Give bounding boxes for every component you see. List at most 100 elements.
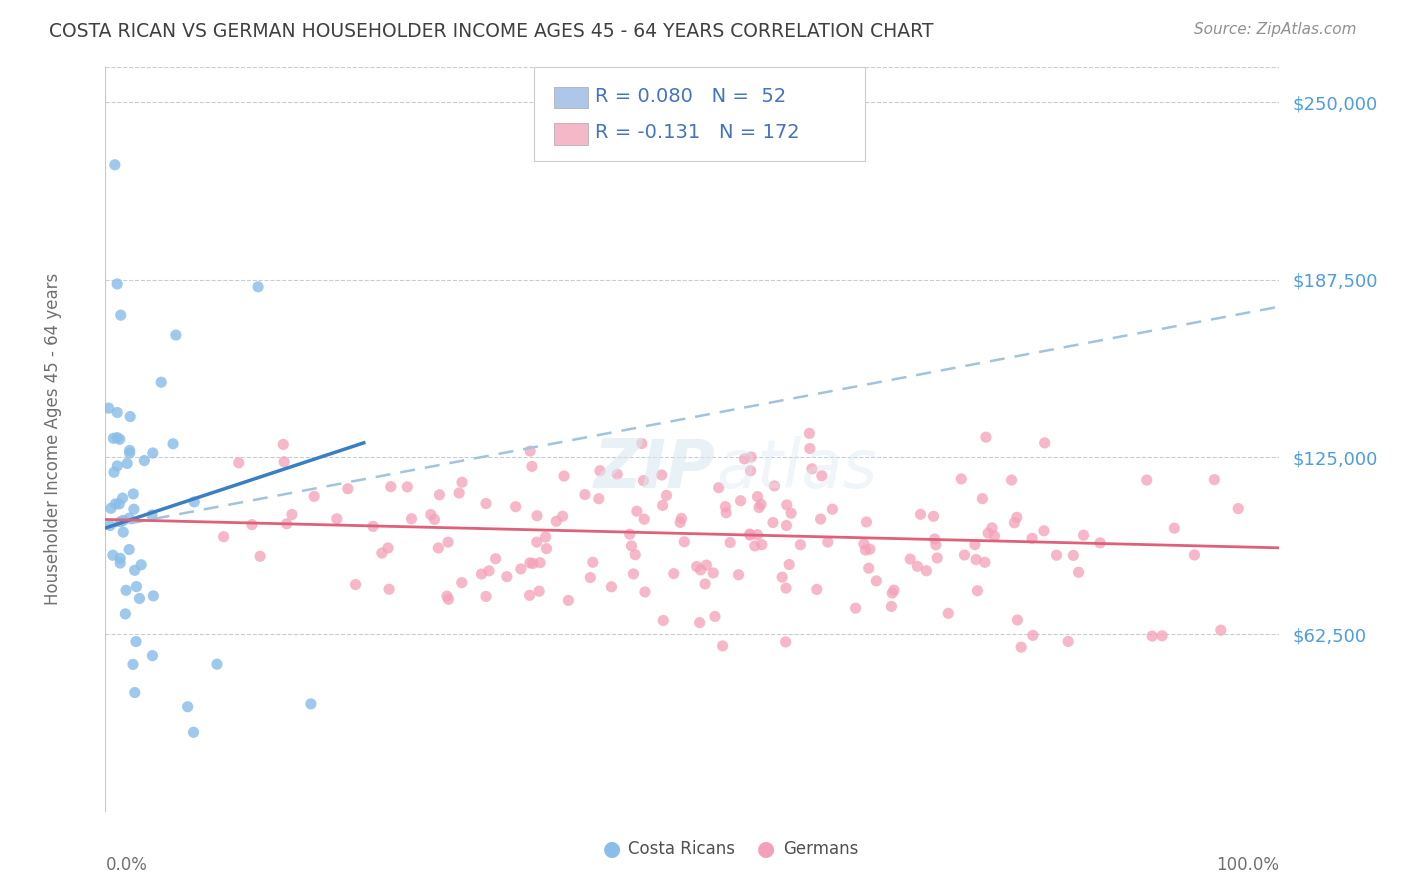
Point bbox=[689, 563, 711, 577]
Point bbox=[519, 444, 541, 458]
Text: R = 0.080   N =  52: R = 0.080 N = 52 bbox=[595, 87, 786, 106]
Point bbox=[122, 657, 145, 672]
Point bbox=[437, 592, 460, 607]
Point bbox=[112, 513, 135, 527]
Point bbox=[671, 511, 693, 525]
Point bbox=[693, 577, 716, 591]
Point bbox=[1002, 516, 1025, 530]
Point bbox=[1010, 640, 1032, 655]
Point bbox=[858, 561, 880, 575]
Point bbox=[651, 467, 673, 482]
Point bbox=[633, 512, 655, 526]
Point bbox=[588, 491, 610, 506]
Point bbox=[276, 516, 298, 531]
Point bbox=[112, 525, 135, 540]
Point bbox=[505, 500, 527, 514]
Point bbox=[669, 516, 692, 530]
Point bbox=[589, 464, 612, 478]
Point bbox=[655, 488, 678, 502]
Point bbox=[1150, 629, 1173, 643]
Point bbox=[423, 512, 446, 526]
Point bbox=[898, 552, 921, 566]
Point bbox=[546, 514, 568, 528]
Point bbox=[624, 548, 647, 562]
Point bbox=[855, 543, 877, 558]
Point bbox=[865, 574, 887, 588]
Point bbox=[689, 615, 711, 630]
Point bbox=[377, 541, 399, 555]
Point bbox=[974, 430, 997, 444]
Point bbox=[738, 527, 761, 541]
Point bbox=[380, 480, 402, 494]
Point bbox=[844, 601, 866, 615]
Point bbox=[100, 501, 122, 516]
Point bbox=[104, 158, 127, 172]
Point bbox=[103, 465, 125, 479]
Point bbox=[105, 458, 128, 473]
Point bbox=[1088, 536, 1111, 550]
Point bbox=[344, 577, 367, 591]
Point bbox=[451, 475, 474, 490]
Point bbox=[326, 512, 349, 526]
Point bbox=[249, 549, 271, 564]
Point bbox=[526, 535, 548, 549]
Point bbox=[361, 519, 384, 533]
Point bbox=[122, 487, 145, 501]
Point bbox=[478, 564, 501, 578]
Point bbox=[118, 443, 141, 458]
Point bbox=[271, 437, 294, 451]
Point bbox=[977, 526, 1000, 541]
Point bbox=[1227, 501, 1250, 516]
Point bbox=[1032, 524, 1054, 538]
Point bbox=[673, 534, 696, 549]
Point bbox=[118, 446, 141, 460]
Point bbox=[162, 437, 184, 451]
Point bbox=[103, 431, 125, 445]
Point bbox=[806, 582, 828, 597]
Point bbox=[821, 502, 844, 516]
Point bbox=[1136, 473, 1159, 487]
Point bbox=[1140, 629, 1163, 643]
Point bbox=[810, 512, 832, 526]
Point bbox=[101, 548, 124, 562]
Point bbox=[371, 546, 394, 560]
Point bbox=[336, 482, 359, 496]
Point bbox=[401, 512, 423, 526]
Point bbox=[519, 588, 541, 602]
Point bbox=[662, 566, 685, 581]
Point bbox=[775, 635, 797, 649]
Point bbox=[810, 468, 832, 483]
Point bbox=[536, 541, 558, 556]
Point bbox=[551, 509, 574, 524]
Point bbox=[936, 607, 959, 621]
Point bbox=[150, 376, 173, 390]
Point bbox=[770, 570, 793, 584]
Point bbox=[526, 508, 548, 523]
Point bbox=[120, 409, 142, 424]
Point bbox=[763, 479, 786, 493]
Point bbox=[966, 583, 988, 598]
Text: Germans: Germans bbox=[783, 840, 859, 858]
Point bbox=[436, 589, 458, 603]
Text: R = -0.131   N = 172: R = -0.131 N = 172 bbox=[595, 123, 800, 143]
Point bbox=[817, 535, 839, 549]
Point bbox=[922, 509, 945, 524]
Point bbox=[1163, 521, 1185, 535]
Point bbox=[105, 277, 128, 291]
Point bbox=[747, 527, 769, 541]
Point bbox=[855, 515, 877, 529]
Point bbox=[142, 589, 165, 603]
Point bbox=[1209, 623, 1232, 637]
Point bbox=[780, 506, 803, 520]
Point bbox=[634, 585, 657, 599]
Point bbox=[983, 529, 1005, 543]
Point bbox=[108, 432, 131, 446]
Point bbox=[799, 426, 821, 441]
Point bbox=[600, 580, 623, 594]
Point bbox=[883, 583, 905, 598]
Point bbox=[1007, 613, 1029, 627]
Point bbox=[626, 504, 648, 518]
Point bbox=[1204, 473, 1226, 487]
Text: Costa Ricans: Costa Ricans bbox=[628, 840, 735, 858]
Point bbox=[748, 500, 770, 515]
